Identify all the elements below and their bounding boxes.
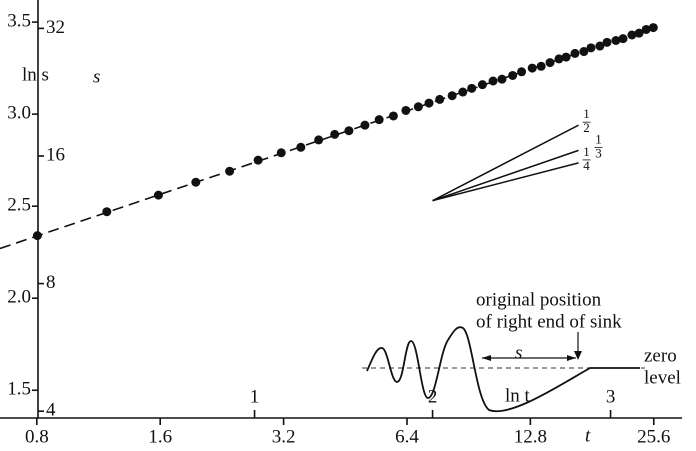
s-annotation: s bbox=[515, 342, 522, 363]
point bbox=[546, 58, 555, 67]
point bbox=[478, 80, 487, 89]
y-axis-label: ln s bbox=[22, 64, 49, 85]
x2-tick-label: 0.8 bbox=[25, 426, 49, 447]
point bbox=[401, 106, 410, 115]
point bbox=[102, 207, 111, 216]
x2-tick-label: 6.4 bbox=[395, 426, 419, 447]
point bbox=[586, 43, 595, 52]
point bbox=[467, 84, 476, 93]
x-tick-label: 1 bbox=[250, 386, 260, 407]
slope-denominator: 2 bbox=[583, 120, 590, 135]
slope-guide bbox=[433, 163, 579, 201]
y-tick-label: 2.5 bbox=[7, 195, 31, 216]
slope-numerator: 1 bbox=[583, 144, 590, 159]
point bbox=[619, 34, 628, 43]
point bbox=[497, 75, 506, 84]
y2-tick-label: 8 bbox=[46, 272, 56, 293]
annotation: original position bbox=[476, 289, 602, 310]
y2-tick-label: 16 bbox=[46, 144, 65, 165]
point bbox=[277, 148, 286, 157]
point bbox=[154, 191, 163, 200]
chart: ln s s ln t t s original position of rig… bbox=[0, 0, 696, 451]
annotation: zero bbox=[644, 345, 677, 366]
y2-tick-label: 4 bbox=[46, 400, 56, 421]
arrowhead bbox=[574, 351, 582, 360]
point bbox=[562, 53, 571, 62]
point bbox=[330, 130, 339, 139]
point bbox=[517, 67, 526, 76]
annotation: of right end of sink bbox=[476, 311, 622, 332]
point bbox=[375, 115, 384, 124]
x2-tick-label: 1.6 bbox=[148, 426, 172, 447]
point bbox=[191, 178, 200, 187]
point bbox=[425, 99, 434, 108]
slope-numerator: 1 bbox=[583, 106, 590, 121]
x-tick-label: 2 bbox=[428, 386, 438, 407]
slope-denominator: 3 bbox=[595, 145, 602, 160]
point bbox=[458, 88, 467, 97]
point bbox=[603, 38, 612, 47]
point bbox=[489, 76, 498, 85]
y-tick-label: 1.5 bbox=[7, 379, 31, 400]
point bbox=[435, 95, 444, 104]
x-tick-label: 3 bbox=[606, 386, 616, 407]
point bbox=[254, 156, 263, 165]
point bbox=[296, 143, 305, 152]
point bbox=[570, 49, 579, 58]
x2-tick-label: 12.8 bbox=[514, 426, 547, 447]
point bbox=[528, 64, 537, 73]
slope-guide bbox=[433, 125, 579, 200]
point bbox=[649, 23, 658, 32]
slope-denominator: 4 bbox=[583, 158, 590, 173]
wave-profile bbox=[367, 327, 640, 411]
point bbox=[344, 126, 353, 135]
x2-tick-label: 25.6 bbox=[637, 426, 670, 447]
point bbox=[314, 135, 323, 144]
point bbox=[33, 231, 42, 240]
point bbox=[360, 121, 369, 130]
y2-tick-label: 32 bbox=[46, 17, 65, 38]
point bbox=[508, 71, 517, 80]
y-tick-label: 2.0 bbox=[7, 287, 31, 308]
slope-numerator: 1 bbox=[595, 131, 602, 146]
y-tick-label: 3.5 bbox=[7, 10, 31, 31]
point bbox=[225, 167, 234, 176]
annotation: level bbox=[644, 367, 681, 388]
point bbox=[448, 91, 457, 100]
point bbox=[389, 111, 398, 120]
x2-tick-label: 3.2 bbox=[272, 426, 296, 447]
slope-guide bbox=[433, 150, 579, 200]
point bbox=[414, 102, 423, 111]
point bbox=[537, 62, 546, 71]
y-tick-label: 3.0 bbox=[7, 102, 31, 123]
x2-axis-label: t bbox=[585, 425, 591, 446]
y2-axis-label: s bbox=[93, 66, 100, 87]
